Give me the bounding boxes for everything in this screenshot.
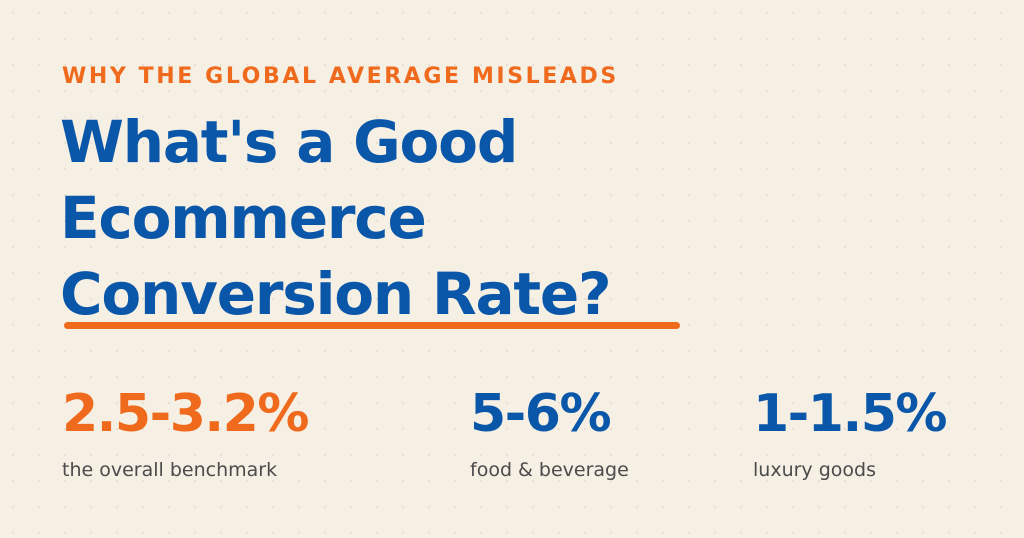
stat-label: the overall benchmark	[62, 459, 278, 481]
stat-label: luxury goods	[753, 459, 876, 481]
title-underline	[64, 322, 680, 329]
stat-overall-benchmark: 2.5-3.2% the overall benchmark	[62, 380, 309, 482]
eyebrow-heading: WHY THE GLOBAL AVERAGE MISLEADS	[62, 64, 619, 89]
stat-luxury-goods: 1-1.5% luxury goods	[753, 380, 947, 482]
title-line-2: Ecommerce	[60, 184, 427, 252]
stat-value: 5-6%	[470, 384, 612, 444]
page-title: What's a Good Ecommerce Conversion Rate?	[60, 104, 612, 332]
stat-value: 2.5-3.2%	[62, 384, 309, 444]
title-line-3: Conversion Rate?	[60, 260, 612, 328]
title-line-1: What's a Good	[60, 108, 518, 176]
stat-label: food & beverage	[470, 459, 629, 481]
stat-food-beverage: 5-6% food & beverage	[470, 380, 629, 482]
stat-value: 1-1.5%	[753, 384, 947, 444]
